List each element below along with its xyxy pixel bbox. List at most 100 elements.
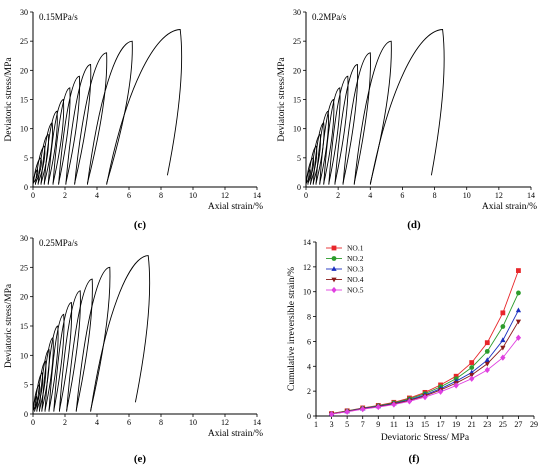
data-point	[331, 277, 337, 283]
y-tick-label: 2	[307, 387, 311, 396]
x-axis-label: Deviatoric Stress/ MPa	[381, 433, 470, 443]
rate-annotation: 0.25MPa/s	[39, 238, 78, 248]
x-tick-label: 0	[304, 191, 308, 200]
chart-panel: 1 3 5 7 9 11 13 15 17 19 21 23 25 27 2902468101214Devi…	[287, 238, 538, 465]
y-tick-label: 5	[24, 154, 28, 163]
y-tick-label: 5	[24, 381, 28, 390]
hysteresis-loop	[74, 52, 108, 185]
x-axis-label: Axial strain/%	[482, 202, 537, 212]
data-point	[469, 373, 475, 378]
chart-panel: 0 2 4 6 8 10 12 14 0 5 10 15 20 25 30 Axial strain/% Dev…	[4, 8, 263, 231]
x-tick-label: 6	[400, 191, 404, 200]
hysteresis-loop	[43, 110, 58, 185]
data-point	[328, 411, 335, 418]
data-point	[484, 340, 490, 346]
hysteresis-loop	[75, 266, 111, 412]
x-tick-label: 0	[31, 191, 35, 200]
hysteresis-loop	[58, 75, 81, 185]
data-point	[500, 310, 506, 316]
y-tick-label: 0	[307, 412, 311, 421]
x-tick-label: 1	[314, 420, 318, 429]
hysteresis-loop	[328, 75, 349, 185]
chart-panel: 0 2 4 6 8 10 12 14 0 5 10 15 20 25 30 Axial strain/% Dev…	[277, 8, 537, 231]
y-tick-label: 6	[307, 337, 311, 346]
data-point	[344, 408, 350, 415]
y-tick-label: 5	[297, 154, 301, 163]
x-tick-label: 3	[330, 420, 334, 429]
y-tick-label: 20	[20, 293, 28, 302]
x-tick-label: 12	[221, 418, 229, 427]
hysteresis-loop	[65, 63, 92, 185]
y-tick-label: 25	[20, 263, 28, 272]
x-axis-label: Axial strain/%	[208, 202, 263, 212]
legend-entry: NO.5	[347, 286, 364, 295]
y-tick-label: 30	[20, 8, 28, 17]
y-tick-label: 10	[293, 125, 301, 134]
hysteresis-loop	[48, 313, 65, 412]
y-tick-label: 10	[20, 125, 28, 134]
hysteresis-loop	[66, 278, 93, 412]
x-tick-label: 17	[437, 420, 445, 429]
x-tick-label: 29	[530, 420, 538, 429]
data-point	[453, 382, 459, 389]
hysteresis-loop	[369, 29, 445, 185]
x-tick-label: 8	[159, 418, 163, 427]
data-point	[406, 398, 413, 405]
data-point	[516, 268, 521, 273]
y-tick-label: 14	[303, 238, 311, 247]
x-axis-label: Axial strain/%	[208, 429, 263, 439]
data-point	[375, 403, 381, 411]
data-point	[515, 334, 522, 341]
y-tick-label: 10	[20, 351, 28, 360]
x-tick-label: 4	[95, 191, 99, 200]
x-tick-label: 5	[345, 420, 349, 429]
panel-label: (c)	[134, 219, 147, 231]
data-point	[331, 286, 337, 294]
data-point	[469, 360, 475, 365]
x-tick-label: 14	[527, 191, 535, 200]
hysteresis-loop	[47, 98, 65, 185]
x-tick-label: 7	[361, 420, 365, 429]
data-point	[500, 345, 506, 351]
y-tick-label: 20	[293, 66, 301, 75]
y-tick-label: 15	[20, 96, 28, 105]
x-tick-label: 27	[514, 420, 522, 429]
data-point	[422, 393, 428, 401]
x-tick-label: 14	[253, 418, 261, 427]
data-point	[516, 290, 521, 296]
y-axis-label: Cumulative irreversible strain/%	[287, 267, 297, 391]
data-point	[484, 357, 490, 362]
y-tick-label: 10	[303, 288, 311, 297]
data-point	[484, 348, 490, 354]
y-tick-label: 25	[20, 37, 28, 46]
hysteresis-loop	[53, 301, 73, 412]
hysteresis-loop	[52, 87, 71, 185]
y-axis-label: Deviatoric stress/MPa	[4, 57, 14, 142]
panel-label: (e)	[134, 453, 147, 465]
data-point	[391, 401, 397, 408]
y-tick-label: 20	[20, 66, 28, 75]
data-point	[484, 361, 490, 367]
data-point	[469, 375, 475, 382]
y-axis-label: Deviatoric stress/MPa	[4, 283, 14, 368]
y-tick-label: 0	[24, 183, 28, 192]
data-point	[331, 266, 337, 271]
rate-annotation: 0.2MPa/s	[312, 12, 347, 22]
x-tick-label: 10	[463, 191, 471, 200]
hysteresis-loop	[353, 40, 392, 185]
x-tick-label: 8	[159, 191, 163, 200]
x-tick-label: 19	[452, 420, 460, 429]
chart-panel: 0 2 4 6 8 10 12 14 0 5 10 15 20 25 30 Axial strain/% Dev…	[4, 234, 263, 465]
x-tick-label: 12	[221, 191, 229, 200]
rate-annotation: 0.15MPa/s	[39, 12, 78, 22]
x-tick-label: 12	[495, 191, 503, 200]
x-tick-label: 9	[376, 420, 380, 429]
y-tick-label: 4	[307, 362, 311, 371]
y-tick-label: 8	[307, 313, 311, 322]
x-tick-label: 2	[63, 418, 67, 427]
x-tick-label: 15	[421, 420, 429, 429]
data-point	[484, 366, 490, 374]
x-tick-label: 13	[405, 420, 413, 429]
hysteresis-loop	[58, 290, 81, 412]
